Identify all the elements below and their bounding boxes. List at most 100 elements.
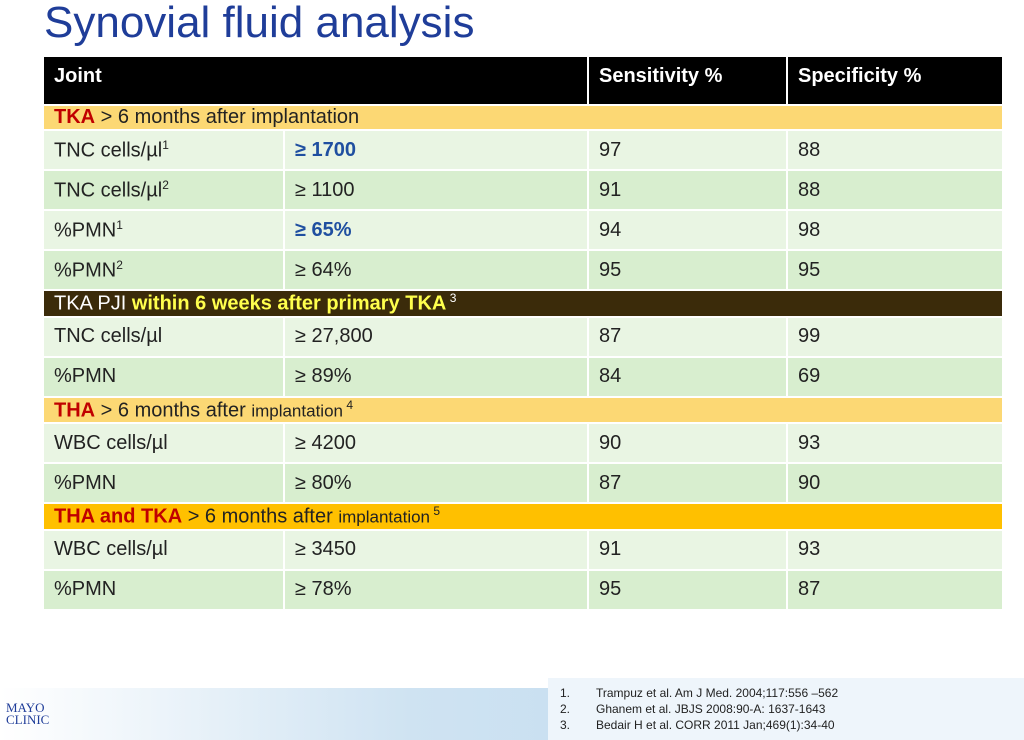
label-cell: TNC cells/µl	[44, 316, 284, 358]
footnote: 3. Bedair H et al. CORR 2011 Jan;469(1):3…	[560, 718, 835, 732]
data-row: TNC cells/µl2 ≥ 1100 91 88	[44, 170, 1002, 211]
slide-title: Synovial fluid analysis	[44, 0, 475, 47]
heading-text: THA	[54, 399, 96, 422]
row-label: TNC cells/µl	[54, 325, 163, 348]
label-cell: TNC cells/µl2	[44, 170, 284, 211]
footnote-text: Ghanem et al. JBJS 2008:90-A: 1637-1643	[596, 702, 826, 716]
label-cell: WBC cells/µl	[44, 423, 284, 465]
label-cell: %PMN	[44, 356, 284, 398]
sensitivity-cell: 91	[587, 170, 787, 211]
specificity-cell: 69	[786, 356, 1002, 398]
data-row: %PMN ≥ 78% 95 87	[44, 569, 1002, 611]
row-label: WBC cells/µl	[54, 431, 168, 454]
threshold-cell: ≥ 89%	[283, 356, 588, 398]
section-heading: TKA > 6 months after implantation	[44, 105, 1002, 131]
sensitivity-cell: 97	[587, 130, 787, 171]
row-label: TNC cells/µl	[54, 179, 163, 202]
data-row: %PMN ≥ 89% 84 69	[44, 356, 1002, 398]
heading-text: > 6 months after	[182, 505, 339, 528]
sensitivity-cell: 87	[587, 463, 787, 505]
section-heading: THA and TKA > 6 months after implantatio…	[44, 503, 1002, 531]
heading-text: TKA PJI	[54, 292, 132, 315]
section-row: TKA > 6 months after implantation	[44, 105, 1002, 131]
heading-text: 4	[342, 397, 353, 412]
logo-text: CLINIC	[6, 712, 50, 727]
section-heading: TKA PJI within 6 weeks after primary TKA…	[44, 290, 1002, 318]
data-row: WBC cells/µl ≥ 3450 91 93	[44, 529, 1002, 571]
footnote-number: 3.	[560, 718, 571, 732]
row-label: %PMN	[54, 219, 117, 242]
row-label: %PMN	[54, 471, 117, 494]
label-cell: %PMN	[44, 569, 284, 611]
heading-text: implantation	[251, 401, 343, 421]
row-label: TNC cells/µl	[54, 139, 163, 162]
specificity-cell: 87	[786, 569, 1002, 611]
specificity-cell: 99	[786, 316, 1002, 358]
section-row: THA > 6 months after implantation 4	[44, 396, 1002, 425]
footnote-text: Bedair H et al. CORR 2011 Jan;469(1):34-…	[596, 718, 835, 732]
section-row: THA and TKA > 6 months after implantatio…	[44, 503, 1002, 531]
section-heading: THA > 6 months after implantation 4	[44, 396, 1002, 425]
reference: 1	[162, 137, 169, 152]
heading-text: > 6 months after implantation	[95, 106, 360, 128]
heading-text: 3	[446, 291, 457, 305]
specificity-cell: 93	[786, 529, 1002, 571]
label-cell: WBC cells/µl	[44, 529, 284, 571]
data-row: %PMN1 ≥ 65% 94 98	[44, 210, 1002, 251]
row-label: %PMN	[54, 259, 117, 282]
header-row: Joint Sensitivity % Specificity %	[44, 57, 1002, 106]
row-label: WBC cells/µl	[54, 538, 168, 561]
sensitivity-cell: 87	[587, 316, 787, 358]
label-cell: %PMN	[44, 463, 284, 505]
sensitivity-cell: 91	[587, 529, 787, 571]
row-label: %PMN	[54, 578, 117, 601]
sensitivity-cell: 95	[587, 250, 787, 291]
results-table: Joint Sensitivity % Specificity % TKA > …	[44, 57, 1002, 611]
threshold-cell: ≥ 27,800	[283, 316, 588, 358]
reference: 1	[116, 217, 123, 232]
threshold-cell: ≥ 1700	[283, 130, 588, 171]
logo-text: MAYO	[6, 700, 45, 715]
threshold-cell: ≥ 1100	[283, 170, 588, 211]
specificity-cell: 88	[786, 130, 1002, 171]
label-cell: TNC cells/µl1	[44, 130, 284, 171]
threshold-cell: ≥ 78%	[283, 569, 588, 611]
header-cell: Specificity %	[786, 57, 1002, 106]
logo: MAYO CLINIC	[6, 700, 50, 727]
data-row: WBC cells/µl ≥ 4200 90 93	[44, 423, 1002, 465]
specificity-cell: 90	[786, 463, 1002, 505]
footnote-text: Trampuz et al. Am J Med. 2004;117:556 –5…	[596, 686, 839, 700]
specificity-cell: 88	[786, 170, 1002, 211]
footnote: 1. Trampuz et al. Am J Med. 2004;117:556 …	[560, 686, 838, 700]
data-row: TNC cells/µl1 ≥ 1700 97 88	[44, 130, 1002, 171]
specificity-cell: 95	[786, 250, 1002, 291]
sensitivity-cell: 84	[587, 356, 787, 398]
sensitivity-cell: 90	[587, 423, 787, 465]
reference: 2	[162, 177, 169, 192]
threshold-cell: ≥ 80%	[283, 463, 588, 505]
heading-text: THA and TKA	[54, 505, 183, 528]
sensitivity-cell: 94	[587, 210, 787, 251]
header-cell: Sensitivity %	[587, 57, 787, 106]
footnote: 2. Ghanem et al. JBJS 2008:90-A: 1637-164…	[560, 702, 825, 716]
footnote-number: 1.	[560, 686, 571, 700]
threshold-cell: ≥ 64%	[283, 250, 588, 291]
heading-text: TKA	[54, 106, 96, 128]
data-row: %PMN2 ≥ 64% 95 95	[44, 250, 1002, 291]
heading-text: 5	[430, 504, 441, 519]
sensitivity-cell: 95	[587, 569, 787, 611]
label-cell: %PMN1	[44, 210, 284, 251]
threshold-cell: ≥ 65%	[283, 210, 588, 251]
heading-text: > 6 months after	[95, 399, 252, 422]
heading-text: implantation	[338, 507, 431, 527]
threshold-cell: ≥ 4200	[283, 423, 588, 465]
specificity-cell: 93	[786, 423, 1002, 465]
header-cell: Joint	[44, 57, 588, 106]
heading-text: within 6 weeks after primary TKA	[131, 292, 447, 315]
specificity-cell: 98	[786, 210, 1002, 251]
threshold-cell: ≥ 3450	[283, 529, 588, 571]
section-row: TKA PJI within 6 weeks after primary TKA…	[44, 290, 1002, 318]
data-row: TNC cells/µl ≥ 27,800 87 99	[44, 316, 1002, 358]
label-cell: %PMN2	[44, 250, 284, 291]
